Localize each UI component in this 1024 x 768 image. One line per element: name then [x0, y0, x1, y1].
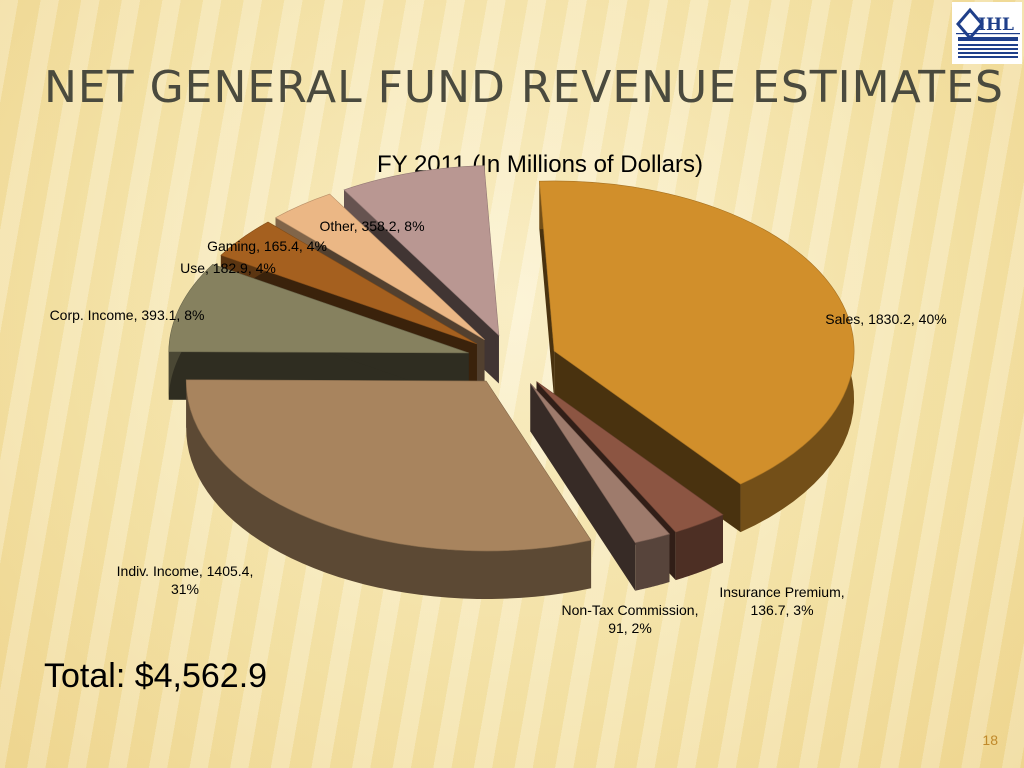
pie-slice-sales	[539, 180, 855, 533]
data-label-gaming: Gaming, 165.4, 4%	[207, 238, 327, 254]
ihl-logo: IHL	[952, 2, 1022, 64]
data-label-corp-income: Corp. Income, 393.1, 8%	[50, 307, 205, 323]
data-label-indiv-income: Indiv. Income, 1405.4, 31%	[117, 563, 254, 597]
total-revenue: Total: $4,562.9	[44, 657, 268, 695]
slide-title: Net General Fund Revenue Estimates	[44, 62, 1004, 113]
page-number: 18	[982, 732, 998, 748]
data-label-use: Use, 182.9, 4%	[180, 260, 276, 276]
data-label-other: Other, 358.2, 8%	[319, 218, 424, 234]
data-label-insurance-premium: Insurance Premium, 136.7, 3%	[719, 584, 844, 618]
ihl-logo-icon: IHL	[956, 7, 1020, 58]
pie-chart-svg: FY 2011 (In Millions of Dollars)Sales, 1…	[50, 151, 947, 636]
pie-slice-non-tax-commission	[530, 383, 671, 591]
pie-slice-indiv-income	[185, 379, 592, 599]
svg-text:IHL: IHL	[978, 15, 1014, 35]
data-label-non-tax-commission: Non-Tax Commission, 91, 2%	[562, 602, 699, 636]
data-label-sales: Sales, 1830.2, 40%	[825, 311, 946, 327]
pie-chart: FY 2011 (In Millions of Dollars) Sales, 1…	[0, 130, 1024, 650]
